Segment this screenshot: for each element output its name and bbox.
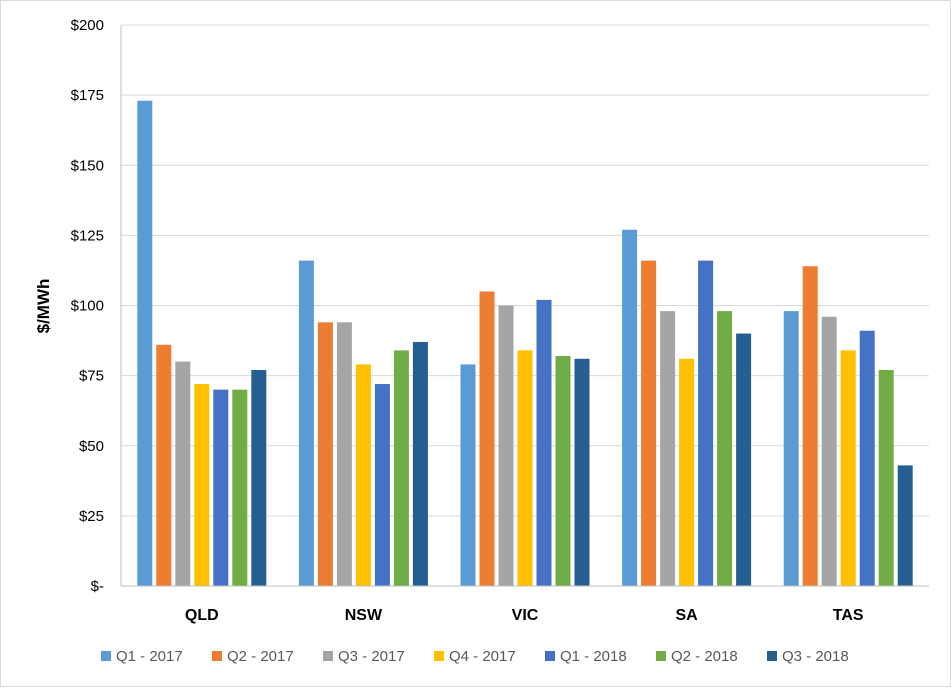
bar-qld-q3-2018 (251, 370, 267, 586)
bar-qld-q2-2018 (232, 389, 248, 586)
bar-sa-q1-2017 (622, 229, 638, 586)
x-category-label: NSW (345, 607, 383, 624)
legend: Q1 - 2017 Q2 - 2017 Q3 - 2017 Q4 - 2017 Q1 -… (101, 648, 849, 665)
bar-qld-q1-2018 (213, 389, 229, 586)
y-axis-title: $/MWh (34, 279, 53, 334)
bar-nsw-q1-2017 (298, 260, 314, 586)
bar-vic-q3-2017 (498, 305, 514, 586)
bar-tas-q2-2017 (802, 266, 818, 586)
bar-vic-q1-2017 (460, 364, 476, 586)
y-tick-label: $125 (71, 227, 104, 244)
bar-qld-q4-2017 (194, 384, 210, 586)
y-tick-label: $75 (79, 368, 104, 385)
bar-vic-q3-2018 (574, 358, 590, 586)
bar-nsw-q1-2018 (374, 384, 390, 586)
bar-tas-q3-2018 (897, 465, 913, 586)
bar-nsw-q2-2017 (317, 322, 333, 586)
bar-tas-q2-2018 (878, 370, 894, 586)
bar-vic-q2-2017 (479, 291, 495, 586)
x-axis: QLD NSW VIC SA TAS (121, 585, 929, 624)
bar-qld-q1-2017 (137, 100, 153, 587)
bar-nsw-q3-2017 (336, 322, 352, 586)
y-tick-label: $200 (71, 17, 104, 34)
bar-sa-q4-2017 (679, 358, 695, 586)
legend-swatch (101, 651, 111, 661)
bar-nsw-q3-2018 (412, 341, 428, 586)
x-category-label: SA (675, 607, 698, 624)
bar-qld-q2-2017 (156, 344, 172, 586)
bar-nsw-q2-2018 (393, 350, 409, 586)
bar-vic-q1-2018 (536, 299, 552, 586)
bar-sa-q3-2018 (736, 333, 752, 586)
y-tick-label: $- (91, 578, 104, 595)
y-tick-label: $150 (71, 157, 104, 174)
x-category-label: VIC (512, 607, 539, 624)
legend-swatch (323, 651, 333, 661)
bar-sa-q3-2017 (660, 311, 676, 586)
legend-label: Q3 - 2017 (338, 648, 405, 665)
bar-qld-q3-2017 (175, 361, 191, 586)
legend-label: Q3 - 2018 (782, 648, 849, 665)
y-tick-label: $100 (71, 298, 104, 315)
bar-tas-q1-2018 (859, 330, 875, 586)
y-tick-label: $25 (79, 508, 104, 525)
bar-nsw-q4-2017 (355, 364, 371, 586)
legend-label: Q4 - 2017 (449, 648, 516, 665)
legend-swatch (545, 651, 555, 661)
bar-sa-q2-2018 (717, 311, 733, 586)
bar-sa-q2-2017 (641, 260, 657, 586)
legend-swatch (656, 651, 666, 661)
legend-swatch (212, 651, 222, 661)
legend-label: Q2 - 2017 (227, 648, 294, 665)
x-category-label: QLD (185, 607, 219, 624)
bar-vic-q4-2017 (517, 350, 533, 586)
bar-tas-q4-2017 (840, 350, 856, 586)
legend-label: Q2 - 2018 (671, 648, 738, 665)
y-tick-label: $175 (71, 87, 104, 104)
bar-sa-q1-2018 (698, 260, 714, 586)
legend-label: Q1 - 2018 (560, 648, 627, 665)
bar-tas-q1-2017 (783, 311, 799, 586)
x-category-label: TAS (833, 607, 864, 624)
bar-vic-q2-2018 (555, 355, 571, 586)
legend-label: Q1 - 2017 (116, 648, 183, 665)
legend-swatch (767, 651, 777, 661)
y-tick-label: $50 (79, 438, 104, 455)
legend-swatch (434, 651, 444, 661)
bars (137, 100, 913, 587)
bar-tas-q3-2017 (821, 316, 837, 586)
y-axis: $- $25 $50 $75 $100 $125 $150 $175 $200 (71, 17, 122, 595)
